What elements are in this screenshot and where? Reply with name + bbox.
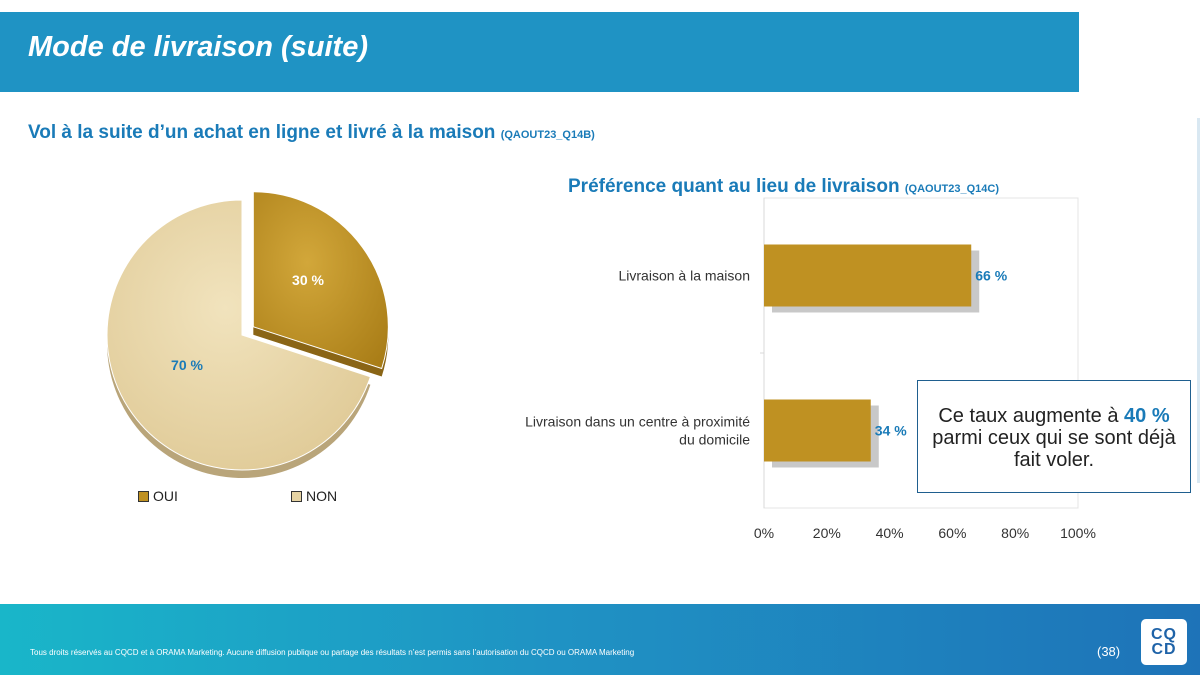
x-tick-label: 40% [876, 525, 904, 541]
bar-data-label-2: 34 % [875, 423, 907, 439]
bar-chart: 66 % Livraison à la maison 34 % Livraison d… [525, 197, 1096, 541]
pie-slice-non [106, 199, 372, 471]
section2-title: Préférence quant au lieu de livraison (Q… [568, 176, 999, 198]
footer-copyright: Tous droits réservés au CQCD et à ORAMA … [30, 648, 635, 657]
x-tick-label: 0% [754, 525, 774, 541]
pie-chart-area: 30 % 70 % OUI NON [90, 185, 410, 504]
x-tick-label: 100% [1060, 525, 1096, 541]
legend-item-non: NON [291, 488, 337, 504]
logo-line1: CQ [1151, 626, 1177, 643]
callout-box: Ce taux augmente à 40 % parmi ceux qui s… [917, 380, 1191, 493]
pie-slice-oui [252, 191, 389, 370]
section1-code: (QAOUT23_Q14B) [500, 129, 595, 141]
pie-data-label-oui: 30 % [292, 272, 324, 288]
callout-highlight: 40 % [1124, 405, 1170, 427]
footer: Tous droits réservés au CQCD et à ORAMA … [0, 604, 1200, 675]
bar-2 [764, 399, 871, 462]
page-number: (38) [1097, 644, 1121, 659]
x-tick-label: 80% [1001, 525, 1029, 541]
title-bar: Mode de livraison (suite) [0, 12, 1079, 92]
legend-label-oui: OUI [153, 488, 178, 504]
legend-item-oui: OUI [138, 488, 178, 504]
callout-suffix: parmi ceux qui se sont déjà fait voler. [932, 427, 1176, 471]
section1-title-text: Vol à la suite d’un achat en ligne et li… [28, 122, 496, 143]
category-label-2-line-2: du domicile [679, 432, 750, 448]
logo-line2: CD [1151, 641, 1177, 658]
category-label-2-line-1: Livraison dans un centre à proximité [525, 414, 750, 430]
bar-data-label-1: 66 % [975, 268, 1007, 284]
category-label-1-line-1: Livraison à la maison [618, 268, 750, 284]
legend-label-non: NON [306, 488, 338, 504]
pie-legend: OUI NON [90, 488, 610, 508]
logo-text: CQ CD [1151, 626, 1177, 658]
pie-chart: 30 % 70 % [106, 191, 389, 478]
legend-swatch-non [291, 490, 302, 502]
section2-code: (QAOUT23_Q14C) [904, 183, 999, 195]
legend-swatch-oui [138, 490, 149, 502]
x-tick-label: 20% [813, 525, 841, 541]
pie-data-label-non: 70 % [171, 357, 203, 373]
page-title: Mode de livraison (suite) [28, 31, 368, 63]
callout-prefix: Ce taux augmente à [938, 405, 1125, 427]
section1-title: Vol à la suite d’un achat en ligne et li… [28, 122, 595, 144]
right-accent-line [1197, 118, 1200, 483]
bar-1 [764, 244, 972, 307]
section2-title-text: Préférence quant au lieu de livraison [568, 176, 900, 197]
x-tick-label: 60% [938, 525, 966, 541]
cqcd-logo: CQ CD [1141, 619, 1187, 665]
